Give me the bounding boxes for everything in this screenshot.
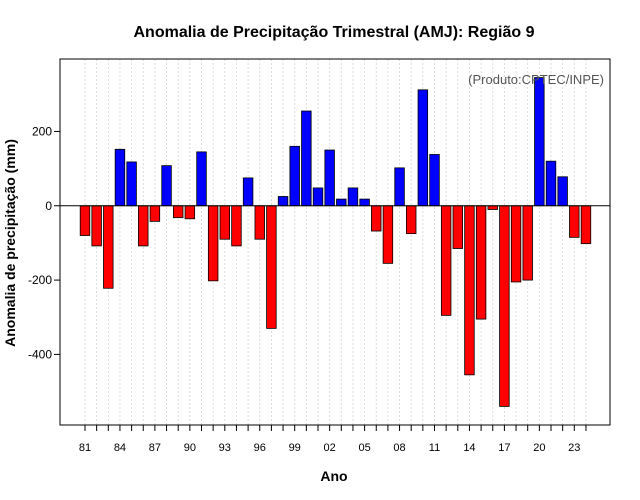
bar-2018 (510, 205, 522, 283)
y-tick-label: -200 (28, 273, 52, 287)
bar-2023 (569, 205, 580, 238)
bar-1982 (91, 205, 102, 247)
x-tick-label: 96 (254, 442, 266, 454)
bars (79, 77, 592, 407)
bar-1984 (114, 148, 126, 207)
bar-1981 (79, 205, 91, 236)
bar-2020 (534, 77, 545, 207)
bar-2019 (522, 205, 533, 281)
bar-2007 (382, 205, 394, 264)
bar-2001 (312, 187, 324, 207)
grid-lines (84, 59, 587, 425)
bar-1993 (219, 205, 231, 240)
x-tick-label: 81 (79, 442, 91, 454)
bar-2021 (545, 160, 557, 207)
bar-2010 (417, 89, 429, 207)
bar-1983 (103, 205, 114, 289)
bar-2000 (301, 110, 312, 207)
y-tick-label: -400 (28, 347, 52, 361)
x-axis: 81 84 87 90 93 96 99 02 05 08 11 14 17 20 23 (79, 425, 587, 454)
x-tick-label: 17 (498, 442, 510, 454)
x-axis-title: Ano (320, 468, 347, 484)
bar-2002 (324, 149, 335, 207)
bar-2015 (475, 205, 487, 320)
x-tick-label: 23 (568, 442, 580, 454)
credit-text: (Produto:CPTEC/INPE) (468, 72, 604, 87)
bar-1999 (289, 145, 300, 207)
y-axis: 200 0 -200 -400 (28, 124, 60, 361)
y-tick-label: 0 (45, 199, 52, 213)
bar-1995 (242, 177, 254, 207)
bar-1985 (126, 161, 137, 207)
x-tick-label: 87 (149, 442, 161, 454)
bar-1989 (172, 205, 184, 219)
bar-2011 (429, 154, 440, 207)
x-tick-label: 14 (463, 442, 475, 454)
bar-2022 (557, 176, 568, 207)
y-axis-title: Anomalia de precipitação (mm) (2, 139, 18, 347)
bar-2006 (371, 205, 382, 232)
bar-2008 (394, 167, 405, 207)
x-tick-label: 99 (289, 442, 301, 454)
bar-1997 (266, 205, 277, 329)
plot-frame (59, 58, 611, 426)
x-tick-label: 11 (429, 442, 440, 454)
x-tick-label: 20 (533, 442, 545, 454)
x-tick-label: 84 (114, 442, 126, 454)
x-tick-label: 08 (393, 442, 405, 454)
bar-2013 (452, 205, 464, 249)
bar-1998 (277, 196, 289, 207)
bar-2004 (347, 187, 359, 207)
bar-1992 (207, 205, 219, 282)
bar-1991 (196, 151, 207, 207)
bar-1987 (149, 205, 161, 222)
x-tick-label: 93 (219, 442, 231, 454)
y-tick-label: 200 (32, 124, 52, 138)
bar-2016 (487, 205, 498, 210)
bar-2014 (464, 205, 475, 376)
chart-title: Anomalia de Precipitação Trimestral (AMJ… (133, 24, 534, 41)
bar-2024 (580, 205, 592, 245)
bar-2012 (440, 205, 452, 316)
bar-2003 (336, 198, 347, 207)
bar-1996 (254, 205, 265, 240)
bar-1994 (231, 205, 242, 247)
x-tick-label: 90 (184, 442, 196, 454)
bar-1986 (138, 205, 149, 247)
bar-2009 (405, 205, 417, 235)
x-tick-label: 05 (358, 442, 370, 454)
bar-1988 (161, 165, 172, 207)
bar-1990 (184, 205, 196, 220)
x-tick-label: 02 (324, 442, 336, 454)
bar-2017 (499, 205, 510, 407)
bar-2005 (359, 198, 370, 207)
